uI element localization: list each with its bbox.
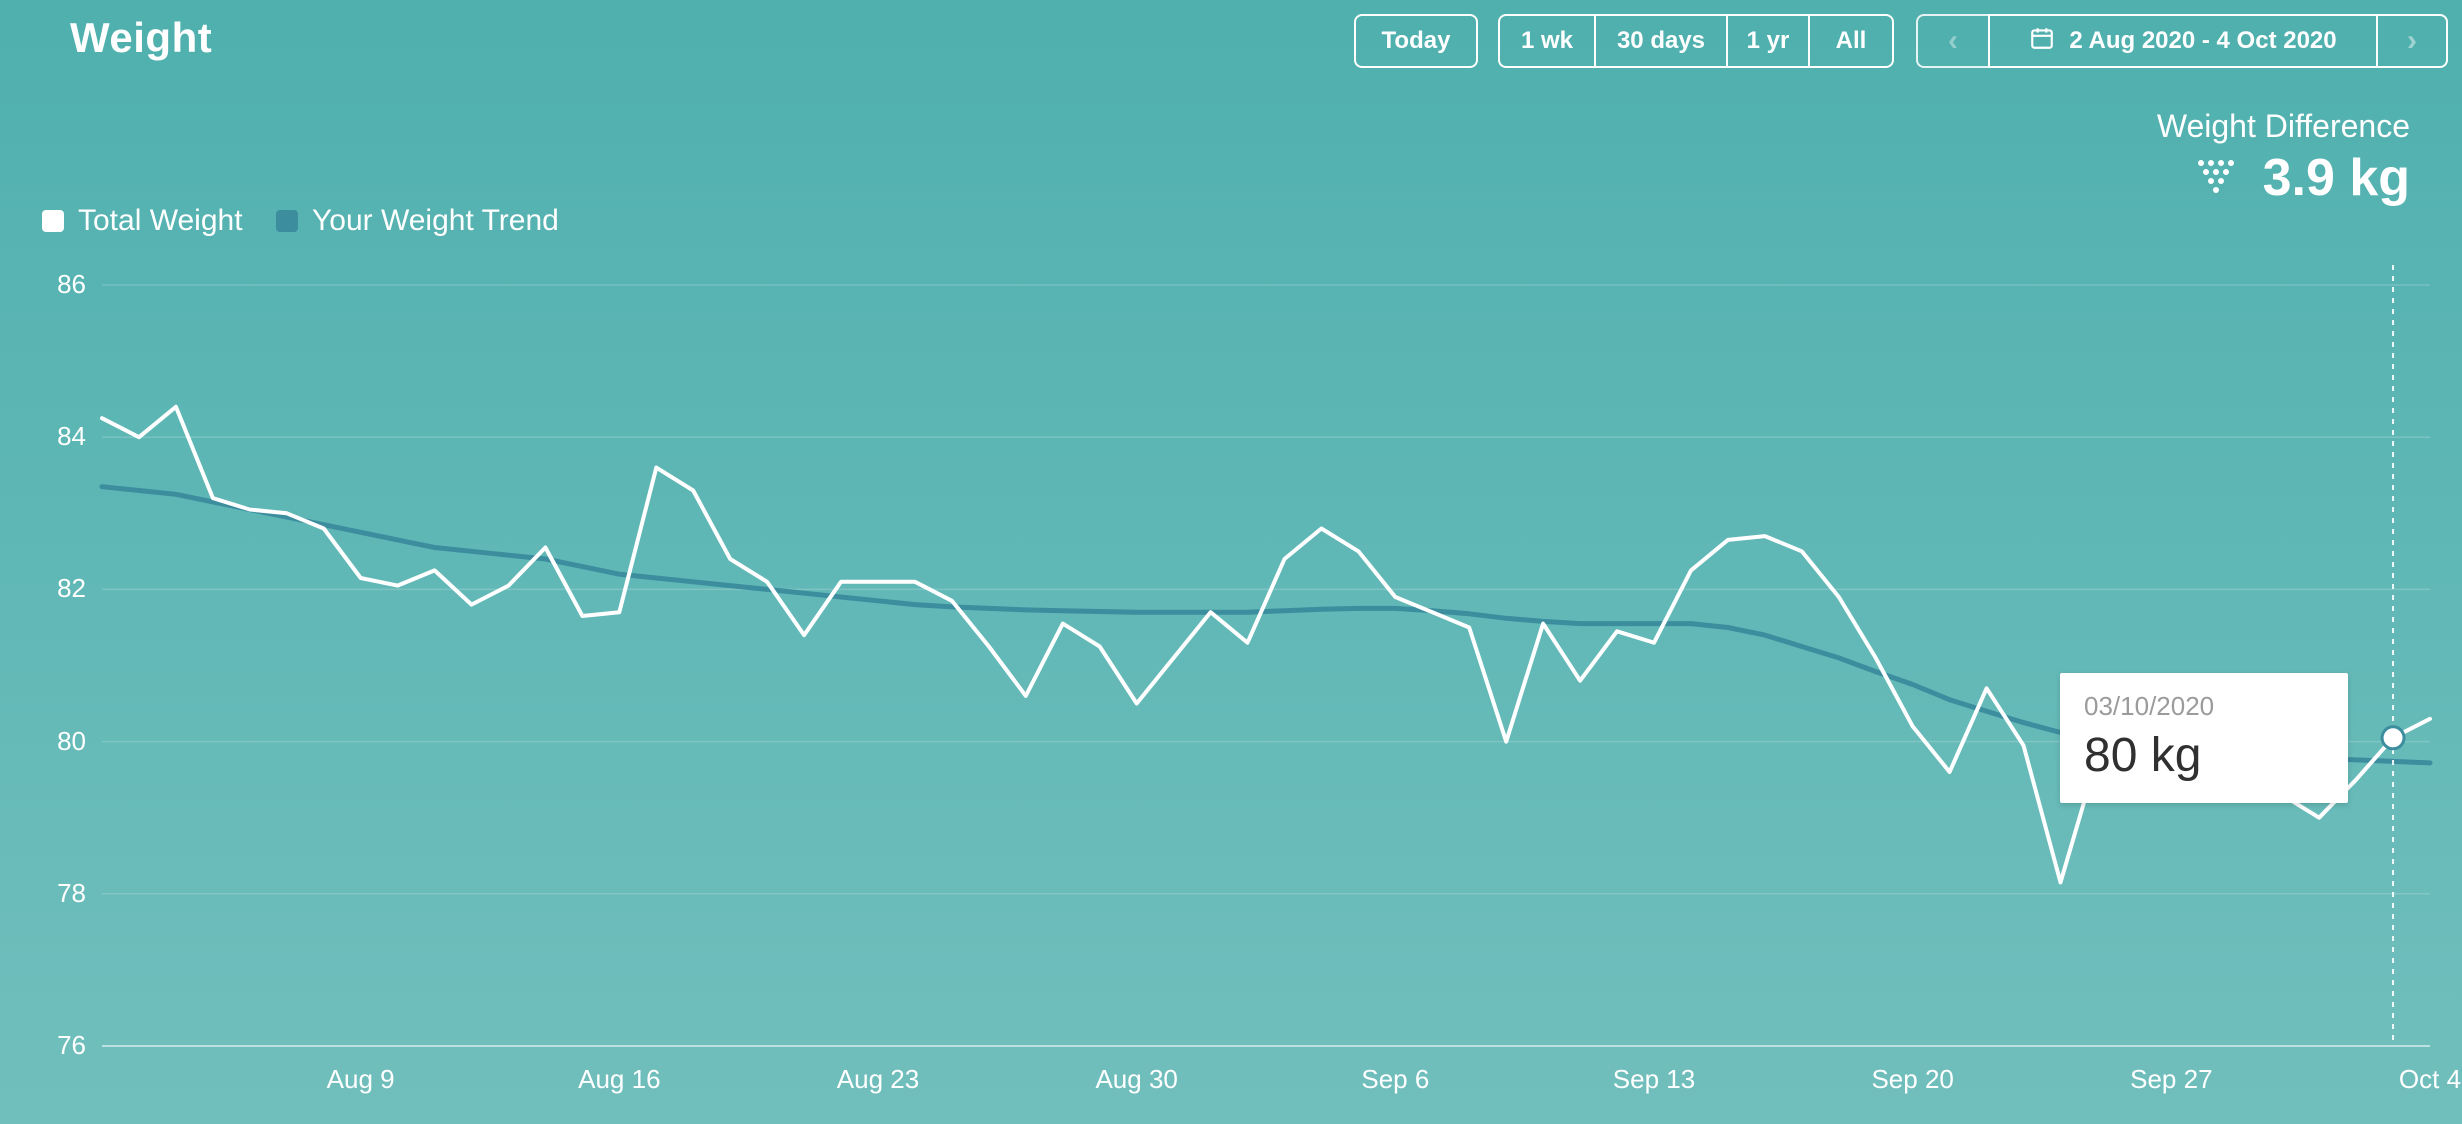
x-axis-tick: Sep 13 <box>1613 1064 1695 1095</box>
y-axis-tick: 78 <box>26 878 86 909</box>
x-axis-tick: Aug 23 <box>837 1064 919 1095</box>
y-axis-tick: 84 <box>26 421 86 452</box>
x-axis-tick: Oct 4 <box>2399 1064 2461 1095</box>
x-axis-tick: Aug 16 <box>578 1064 660 1095</box>
y-axis-tick: 82 <box>26 573 86 604</box>
tooltip-date: 03/10/2020 <box>2084 691 2324 722</box>
y-axis-tick: 76 <box>26 1030 86 1061</box>
data-point-tooltip: 03/10/2020 80 kg <box>2060 673 2348 803</box>
x-axis-tick: Sep 20 <box>1871 1064 1953 1095</box>
x-axis-tick: Sep 6 <box>1361 1064 1429 1095</box>
y-axis-tick: 86 <box>26 269 86 300</box>
y-axis-tick: 80 <box>26 726 86 757</box>
x-axis-tick: Sep 27 <box>2130 1064 2212 1095</box>
weight-chart <box>0 0 2462 1124</box>
x-axis-tick: Aug 9 <box>327 1064 395 1095</box>
tooltip-value: 80 kg <box>2084 728 2324 783</box>
x-axis-tick: Aug 30 <box>1095 1064 1177 1095</box>
